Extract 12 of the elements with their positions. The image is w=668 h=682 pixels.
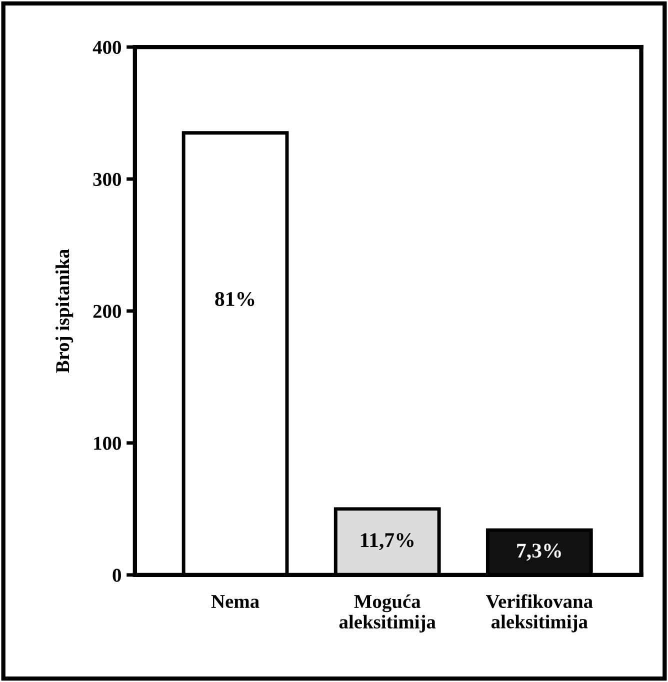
annotation: 11,7% (360, 533, 414, 550)
x-tick-label: Moguća aleksitimija (339, 594, 436, 633)
x-tick-label: Verifikovana aleksitimija (486, 594, 593, 632)
y-tick-label: 400 (92, 40, 121, 54)
y-tick-label: 200 (93, 304, 121, 318)
y-tick-label: 300 (93, 172, 121, 186)
x-tick-label: Nema (211, 595, 260, 608)
y-tick-label: 0 (112, 568, 121, 582)
y-axis-title: Broj ispitanika (55, 249, 74, 373)
y-tick-label: 100 (94, 436, 121, 450)
annotation: 7,3% (517, 544, 561, 561)
annotation: 81% (215, 292, 254, 306)
